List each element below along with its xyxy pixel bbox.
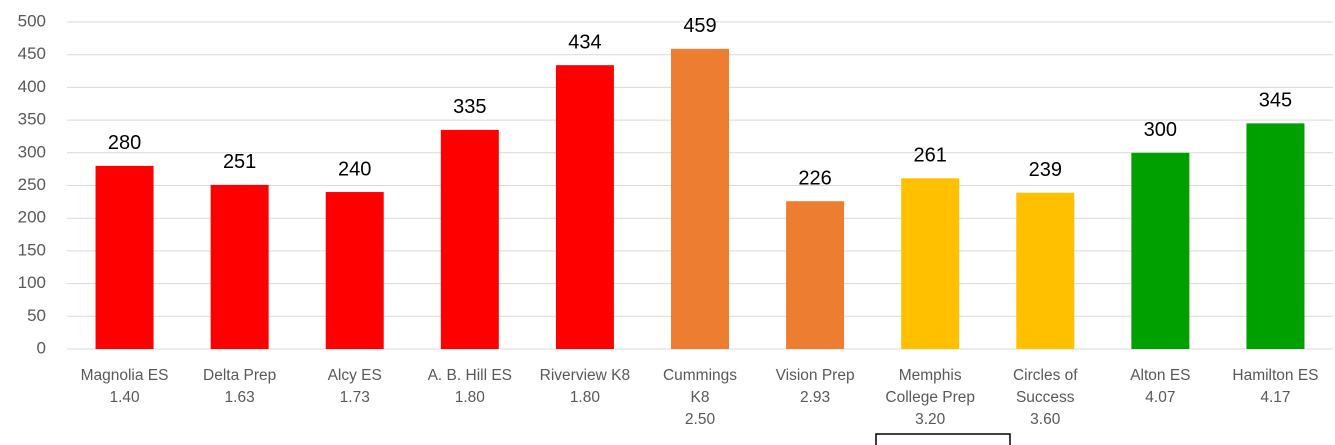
y-tick-label: 400 xyxy=(18,77,46,96)
x-tick-label: College Prep xyxy=(885,389,975,406)
bar xyxy=(210,184,269,349)
x-tick-label: A. B. Hill ES xyxy=(428,367,512,384)
x-tick-label: Circles of xyxy=(1013,367,1078,384)
bar xyxy=(1131,152,1190,349)
data-label: 239 xyxy=(1029,159,1062,181)
x-tick-label: Magnolia ES xyxy=(81,367,169,384)
x-tick-label: Alcy ES xyxy=(328,367,382,384)
data-label: 335 xyxy=(453,96,486,118)
x-tick-label: 3.60 xyxy=(1030,411,1061,428)
x-tick-label: Hamilton ES xyxy=(1232,367,1318,384)
y-tick-label: 250 xyxy=(18,175,46,194)
x-tick-label: Riverview K8 xyxy=(540,367,630,384)
y-tick-label: 200 xyxy=(18,208,46,227)
y-tick-label: 0 xyxy=(37,338,46,357)
x-tick-label: 3.20 xyxy=(915,411,946,428)
bar xyxy=(325,192,384,349)
bar xyxy=(671,48,729,350)
bar xyxy=(1246,123,1305,350)
data-label: 280 xyxy=(108,132,141,154)
y-tick-label: 450 xyxy=(18,44,46,63)
x-tick-label: 1.63 xyxy=(225,389,255,406)
y-tick-label: 500 xyxy=(18,11,46,30)
data-label: 459 xyxy=(683,15,716,37)
bar xyxy=(440,129,499,349)
bar xyxy=(901,178,960,349)
y-tick-label: 350 xyxy=(18,110,46,129)
x-tick-label: 1.40 xyxy=(109,389,140,406)
x-tick-label: Cummings xyxy=(663,367,737,384)
x-tick-label: Delta Prep xyxy=(203,367,276,384)
y-tick-label: 50 xyxy=(27,306,46,325)
y-tick-label: 100 xyxy=(18,273,46,292)
x-tick-label: Alton ES xyxy=(1130,367,1190,384)
bar xyxy=(95,165,154,349)
overlay-box xyxy=(875,433,1011,445)
data-label: 345 xyxy=(1259,90,1292,112)
data-label: 300 xyxy=(1144,119,1177,141)
y-tick-label: 150 xyxy=(18,240,46,259)
x-tick-label: Success xyxy=(1016,389,1075,406)
x-tick-label: 4.17 xyxy=(1260,389,1290,406)
bar xyxy=(555,65,614,349)
x-tick-label: K8 xyxy=(691,389,710,406)
data-label: 261 xyxy=(913,145,946,167)
bar xyxy=(786,201,845,349)
data-label: 240 xyxy=(338,158,371,180)
bar xyxy=(1016,192,1075,349)
x-tick-label: Memphis xyxy=(899,367,962,384)
data-label: 251 xyxy=(223,151,256,173)
x-tick-label: 2.50 xyxy=(685,411,716,428)
x-tick-label: 1.80 xyxy=(455,389,486,406)
x-tick-label: 1.80 xyxy=(570,389,601,406)
data-label: 434 xyxy=(568,31,601,53)
x-tick-label: 4.07 xyxy=(1145,389,1175,406)
data-label: 226 xyxy=(798,167,831,189)
x-tick-label: 2.93 xyxy=(800,389,830,406)
y-tick-label: 300 xyxy=(18,142,46,161)
x-tick-label: 1.73 xyxy=(340,389,370,406)
x-tick-label: Vision Prep xyxy=(776,367,855,384)
